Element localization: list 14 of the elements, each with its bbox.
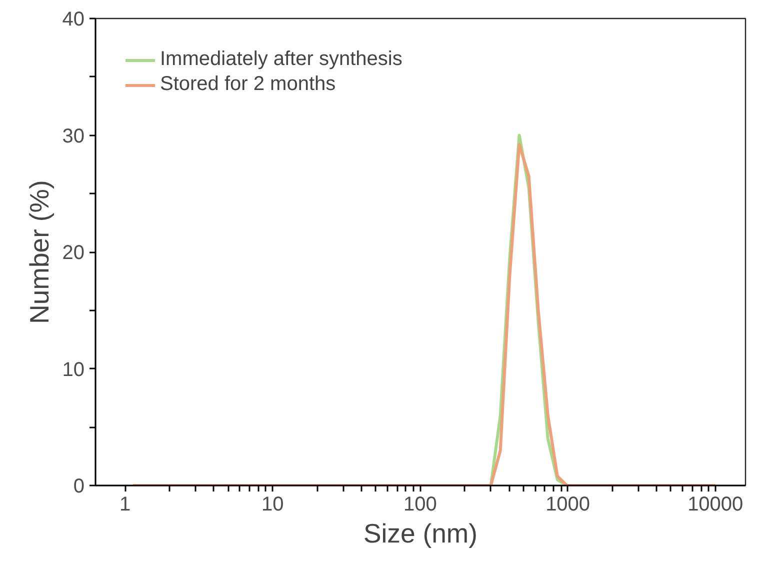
x-tick-label: 10000 (688, 494, 744, 516)
legend-label: Immediately after synthesis (160, 48, 402, 71)
x-tick-label: 100 (404, 494, 437, 516)
x-tick-label: 10 (262, 494, 284, 516)
y-tick-label: 20 (62, 242, 85, 264)
y-tick-label: 30 (62, 125, 85, 148)
y-axis-title: Number (%) (24, 180, 54, 324)
x-axis-title: Size (nm) (363, 518, 478, 548)
legend-label: Stored for 2 months (160, 73, 336, 96)
x-tick-label: 1 (120, 494, 131, 516)
y-tick-label: 40 (62, 8, 85, 30)
x-tick-label: 1000 (546, 494, 590, 516)
y-tick-label: 10 (62, 358, 85, 381)
y-tick-label: 0 (73, 476, 84, 498)
